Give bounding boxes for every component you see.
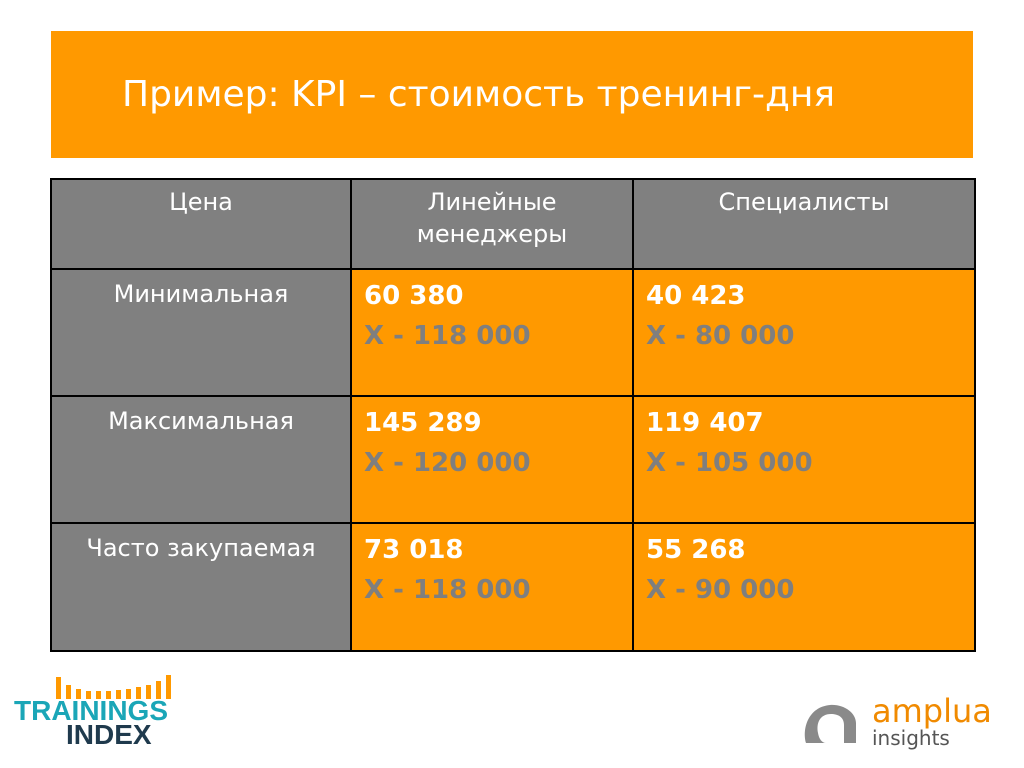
cell-value: 60 380	[364, 281, 464, 311]
cell-value: 119 407	[646, 408, 764, 438]
table-header-row: Цена Линейные менеджеры Специалисты	[50, 178, 976, 270]
kpi-table: Цена Линейные менеджеры Специалисты Мини…	[50, 178, 976, 652]
cell-frequent-specialists: 55 268 X - 90 000	[632, 522, 976, 652]
cell-value: 145 289	[364, 408, 482, 438]
cell-minimal-managers: 60 380 X - 118 000	[350, 268, 634, 397]
row-label-maximal: Максимальная	[50, 395, 352, 524]
logo-text-index: INDEX	[66, 719, 152, 750]
cell-value: 73 018	[364, 535, 464, 565]
trainings-index-logo: TRAININGS INDEX	[14, 673, 206, 749]
header-specialists: Специалисты	[632, 178, 976, 270]
cell-x-value: X - 80 000	[646, 321, 795, 351]
slide-title: Пример: KPI – стоимость тренинг-дня	[122, 74, 836, 115]
title-bar: Пример: KPI – стоимость тренинг-дня	[51, 31, 973, 158]
header-price: Цена	[50, 178, 352, 270]
amplua-logo: amplua insights	[800, 693, 1020, 753]
cell-x-value: X - 118 000	[364, 321, 531, 351]
cell-minimal-specialists: 40 423 X - 80 000	[632, 268, 976, 397]
header-line-managers: Линейные менеджеры	[350, 178, 634, 270]
amplua-mark-icon	[804, 704, 856, 743]
cell-value: 55 268	[646, 535, 746, 565]
row-label-minimal: Минимальная	[50, 268, 352, 397]
table-row: Максимальная 145 289 X - 120 000 119 407…	[50, 395, 976, 524]
cell-x-value: X - 90 000	[646, 575, 795, 605]
logo-text-trainings: TRAININGS	[14, 695, 168, 726]
equalizer-bars-icon	[56, 673, 176, 699]
cell-x-value: X - 120 000	[364, 448, 531, 478]
row-label-frequent: Часто закупаемая	[50, 522, 352, 652]
cell-x-value: X - 118 000	[364, 575, 531, 605]
cell-maximal-managers: 145 289 X - 120 000	[350, 395, 634, 524]
cell-value: 40 423	[646, 281, 746, 311]
logo-text-insights: insights	[872, 726, 950, 750]
cell-x-value: X - 105 000	[646, 448, 813, 478]
logo-text-amplua: amplua	[872, 692, 992, 730]
cell-frequent-managers: 73 018 X - 118 000	[350, 522, 634, 652]
table-row: Часто закупаемая 73 018 X - 118 000 55 2…	[50, 522, 976, 652]
cell-maximal-specialists: 119 407 X - 105 000	[632, 395, 976, 524]
table-row: Минимальная 60 380 X - 118 000 40 423 X …	[50, 268, 976, 397]
